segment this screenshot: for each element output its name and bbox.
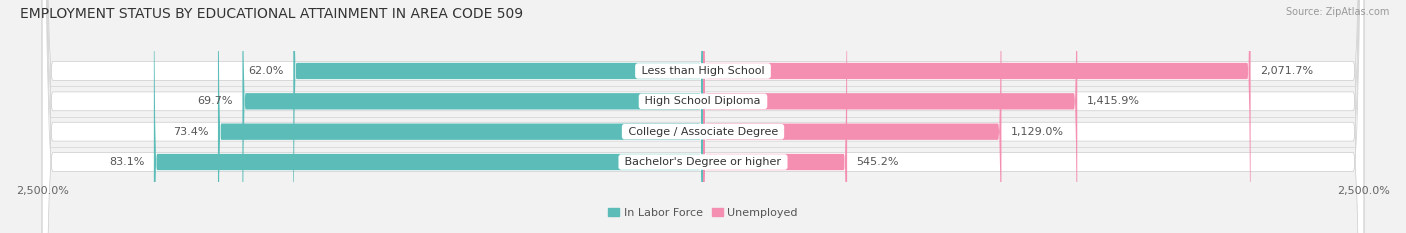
Text: 1,129.0%: 1,129.0% — [1011, 127, 1064, 137]
Text: 1,415.9%: 1,415.9% — [1087, 96, 1139, 106]
Legend: In Labor Force, Unemployed: In Labor Force, Unemployed — [609, 208, 797, 218]
FancyBboxPatch shape — [703, 0, 1077, 233]
Text: High School Diploma: High School Diploma — [641, 96, 765, 106]
FancyBboxPatch shape — [42, 0, 1364, 233]
FancyBboxPatch shape — [218, 0, 703, 233]
FancyBboxPatch shape — [42, 0, 1364, 233]
Text: 73.4%: 73.4% — [173, 127, 208, 137]
FancyBboxPatch shape — [153, 0, 703, 233]
Text: Bachelor's Degree or higher: Bachelor's Degree or higher — [621, 157, 785, 167]
Text: 62.0%: 62.0% — [249, 66, 284, 76]
Text: 545.2%: 545.2% — [856, 157, 898, 167]
Text: 83.1%: 83.1% — [110, 157, 145, 167]
Text: EMPLOYMENT STATUS BY EDUCATIONAL ATTAINMENT IN AREA CODE 509: EMPLOYMENT STATUS BY EDUCATIONAL ATTAINM… — [20, 7, 523, 21]
Text: Less than High School: Less than High School — [638, 66, 768, 76]
Text: 2,071.7%: 2,071.7% — [1260, 66, 1313, 76]
FancyBboxPatch shape — [703, 0, 846, 233]
Text: College / Associate Degree: College / Associate Degree — [624, 127, 782, 137]
FancyBboxPatch shape — [703, 0, 1001, 233]
FancyBboxPatch shape — [242, 0, 703, 233]
FancyBboxPatch shape — [42, 0, 1364, 233]
FancyBboxPatch shape — [294, 0, 703, 233]
FancyBboxPatch shape — [42, 0, 1364, 233]
Text: Source: ZipAtlas.com: Source: ZipAtlas.com — [1285, 7, 1389, 17]
Text: 69.7%: 69.7% — [198, 96, 233, 106]
FancyBboxPatch shape — [703, 0, 1250, 233]
